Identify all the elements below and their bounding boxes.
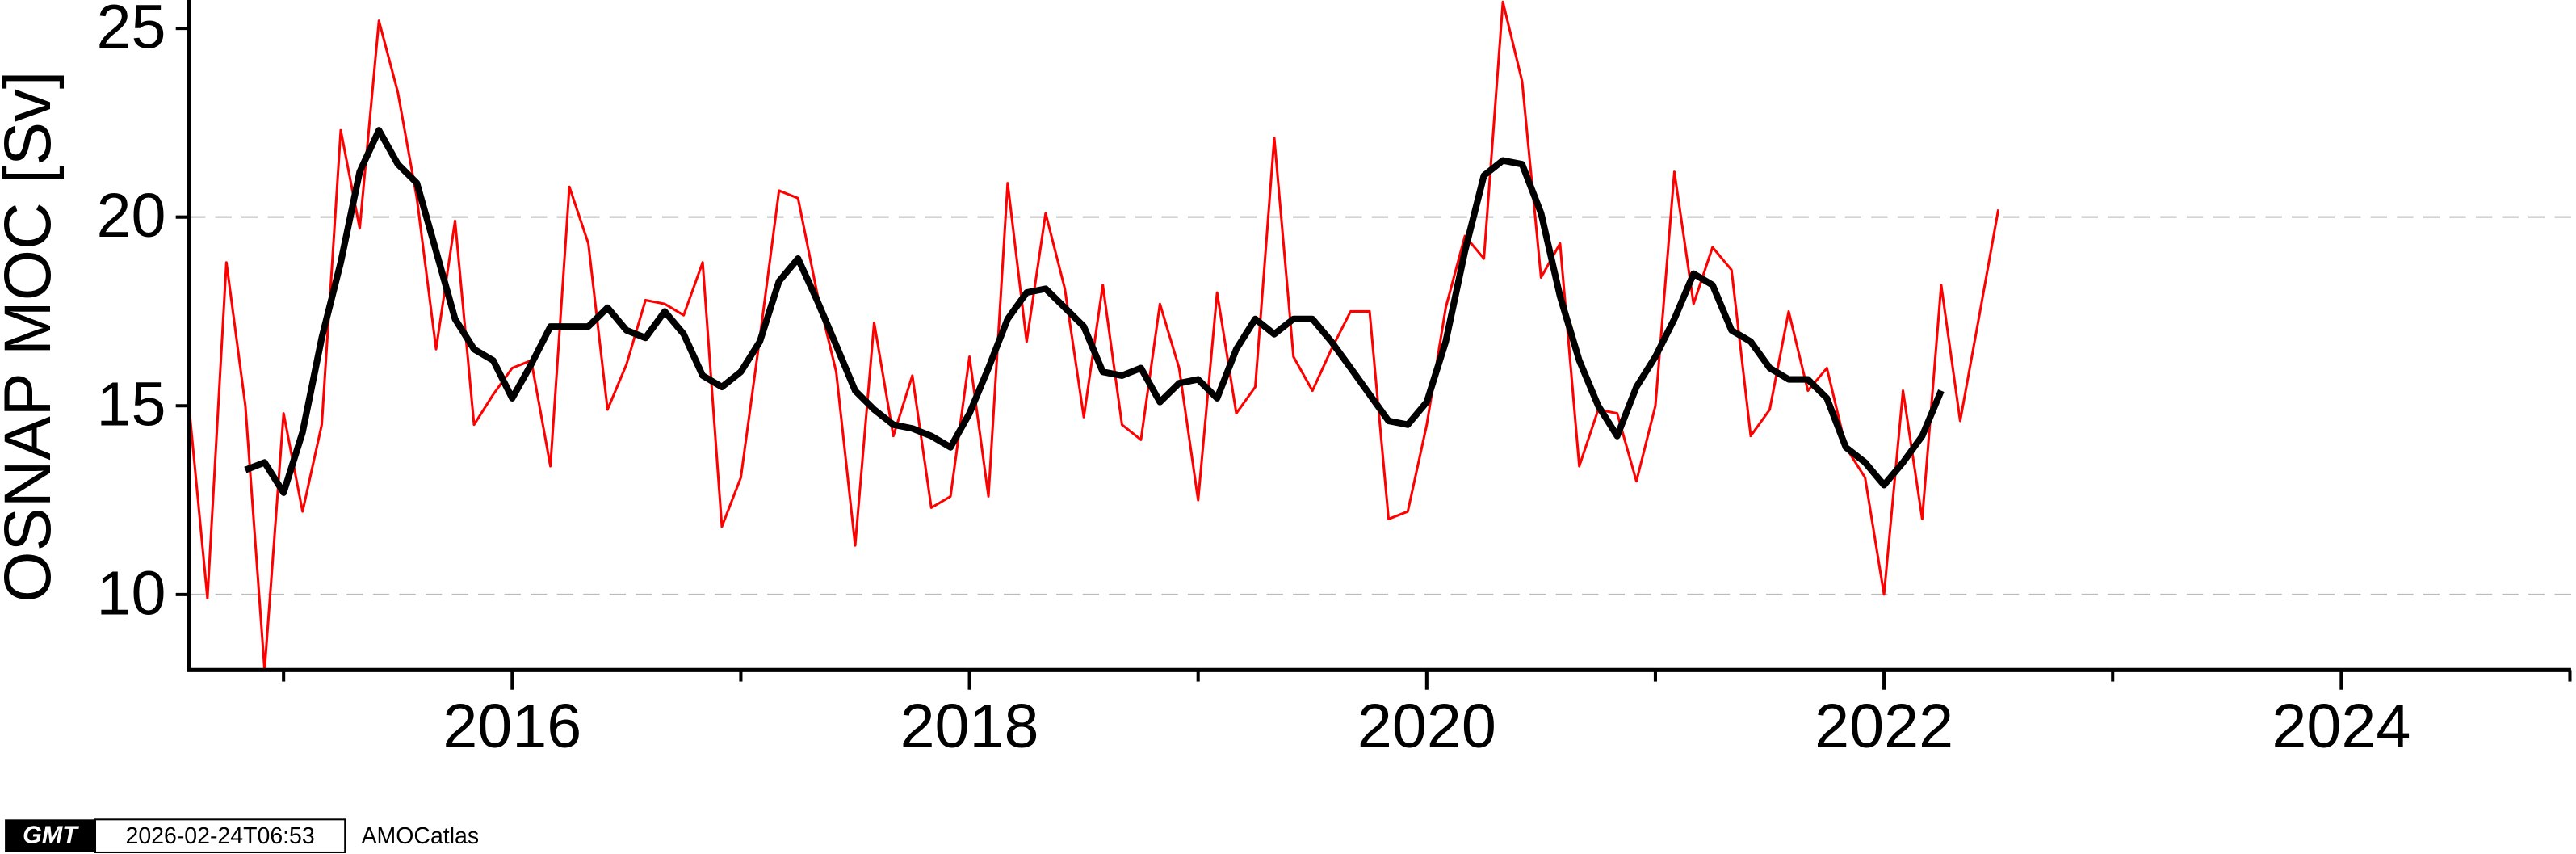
logo: GMT: [23, 822, 79, 849]
timestamp-box: [94, 818, 346, 853]
x-tick-label: 2022: [1815, 692, 1953, 761]
y-tick-label: 25: [96, 0, 166, 61]
x-tick-label: 2024: [2272, 692, 2410, 761]
timestamp: 2026-02-24T06:53: [125, 823, 314, 849]
x-tick-label: 2016: [443, 692, 581, 761]
data-line: [244, 127, 1945, 496]
x-tick-label: 2018: [900, 692, 1039, 761]
data-line: [187, 0, 2000, 671]
source: AMOCatlas: [362, 823, 480, 849]
y-tick-label: 10: [96, 558, 166, 628]
y-axis-label: OSNAP MOC [Sv]: [0, 71, 65, 603]
logo-box: [5, 819, 95, 852]
y-tick-label: 20: [96, 181, 166, 250]
y-tick-label: 15: [96, 370, 166, 440]
footer: GMT 2026-02-24T06:53 AMOCatlas: [5, 818, 480, 853]
x-tick-label: 2020: [1357, 692, 1496, 761]
